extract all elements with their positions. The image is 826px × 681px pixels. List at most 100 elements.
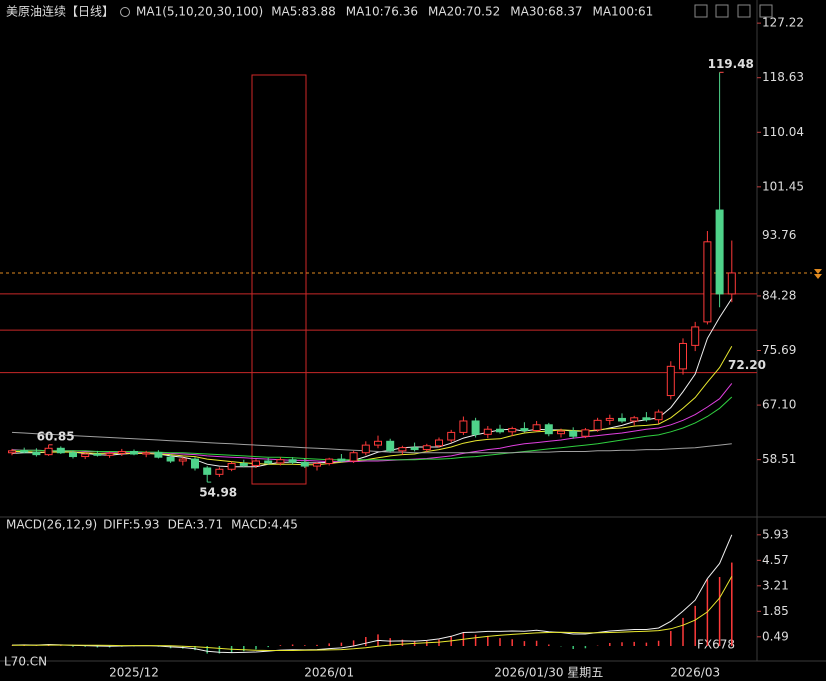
legend-entry: MA30:68.37 [510, 5, 582, 19]
candle-body [215, 468, 224, 475]
ma-label: MA1(5,10,20,30,100) [136, 5, 263, 19]
candle-body [459, 420, 468, 433]
candle-body [715, 209, 724, 295]
icon[interactable] [694, 4, 708, 18]
candle-body [386, 440, 395, 452]
candle-body [691, 326, 700, 346]
x-tick-label: 2025/12 [109, 666, 159, 680]
candle-body [288, 459, 297, 463]
icon[interactable] [715, 4, 729, 18]
chart-title: 美原油连续【日线】 [6, 4, 114, 19]
candle-body [496, 428, 504, 433]
legend-entry: DEA:3.71 [168, 518, 224, 532]
candle-body [581, 429, 590, 437]
candle-body [654, 411, 663, 421]
legend-entry: MA10:76.36 [346, 5, 418, 19]
candle-body [483, 428, 492, 435]
legend-entry: MA20:70.52 [428, 5, 500, 19]
extreme-label: 54.98 [199, 486, 237, 500]
y-tick-label: 4.57 [762, 553, 789, 567]
icon[interactable] [737, 4, 751, 18]
candle-body [727, 272, 736, 295]
candle-body [520, 428, 529, 432]
candle-body [471, 420, 480, 435]
legend-entry: MA100:61 [592, 5, 653, 19]
x-tick-label: 2026/03 [670, 666, 720, 680]
candle-body [300, 461, 309, 467]
extreme-label: 119.48 [708, 57, 754, 71]
watermark: FX678 [697, 638, 735, 652]
y-tick-label: 1.85 [762, 604, 789, 618]
candle-body [544, 424, 553, 435]
chart-title: MACD(26,12,9) [6, 518, 97, 532]
candle-body [679, 342, 687, 370]
candle-body [618, 417, 626, 422]
candle-body [447, 431, 456, 441]
candle-body [325, 458, 334, 465]
icon[interactable] [759, 4, 773, 18]
candle-body [105, 452, 114, 456]
candle-body [569, 430, 578, 437]
legend-entry: MACD:4.45 [231, 518, 298, 532]
candle-body [191, 458, 199, 469]
ma-line [11, 298, 733, 468]
candle-body [398, 447, 407, 452]
y-tick-label: 84.28 [762, 288, 796, 302]
legend-entry: MA5:83.88 [271, 5, 336, 19]
watermark: L70.CN [4, 655, 47, 669]
candle-body [557, 430, 565, 435]
candle-body [642, 417, 651, 421]
candle-body [227, 463, 236, 470]
y-tick-label: 5.93 [762, 527, 789, 541]
y-tick-label: 75.69 [762, 343, 796, 357]
candle-body [154, 452, 163, 458]
axis-highlight-label: 93.76 [762, 228, 796, 242]
candle-body [666, 365, 675, 397]
candle-body [130, 450, 138, 455]
x-tick-label: 2026/01/30 星期五 [494, 666, 603, 680]
y-tick-label: 118.63 [762, 70, 804, 84]
candle-body [532, 424, 541, 432]
candle-body [422, 445, 431, 451]
candle-body [178, 458, 187, 462]
last-price-marker [814, 268, 822, 279]
level-label: 72.20 [728, 358, 766, 372]
candle-body [203, 467, 212, 475]
legend-entry: DIFF:5.93 [103, 518, 159, 532]
candle-body [239, 463, 248, 466]
candle-body [435, 439, 443, 447]
candle-body [337, 458, 346, 462]
ma-line [11, 431, 732, 454]
extreme-label: 60.85 [37, 429, 75, 443]
candle-body [630, 417, 639, 422]
candle-body [410, 447, 419, 451]
candle-body [56, 447, 65, 454]
candle-body [142, 452, 151, 455]
candle-body [593, 419, 602, 431]
candle-body [703, 241, 712, 323]
candle-body [166, 456, 175, 462]
candle-body [374, 440, 382, 446]
y-tick-label: 0.49 [762, 629, 789, 643]
y-tick-label: 58.51 [762, 452, 796, 466]
y-tick-label: 3.21 [762, 578, 789, 592]
candle-body [69, 452, 77, 458]
candle-body [508, 428, 517, 433]
macd-line [12, 576, 733, 651]
candle-body [8, 450, 16, 454]
candle-body [276, 459, 285, 464]
candle-body [361, 444, 370, 454]
annotation-box [251, 74, 307, 485]
candle-body [605, 417, 614, 421]
y-tick-label: 67.10 [762, 398, 796, 412]
y-tick-label: 101.45 [762, 179, 804, 193]
candle-body [264, 460, 273, 464]
candle-body [117, 450, 126, 454]
macd-line [11, 534, 733, 654]
candle-body [313, 463, 321, 467]
y-tick-label: 127.22 [762, 16, 804, 30]
candle-body [93, 453, 102, 456]
candle-body [81, 453, 90, 458]
